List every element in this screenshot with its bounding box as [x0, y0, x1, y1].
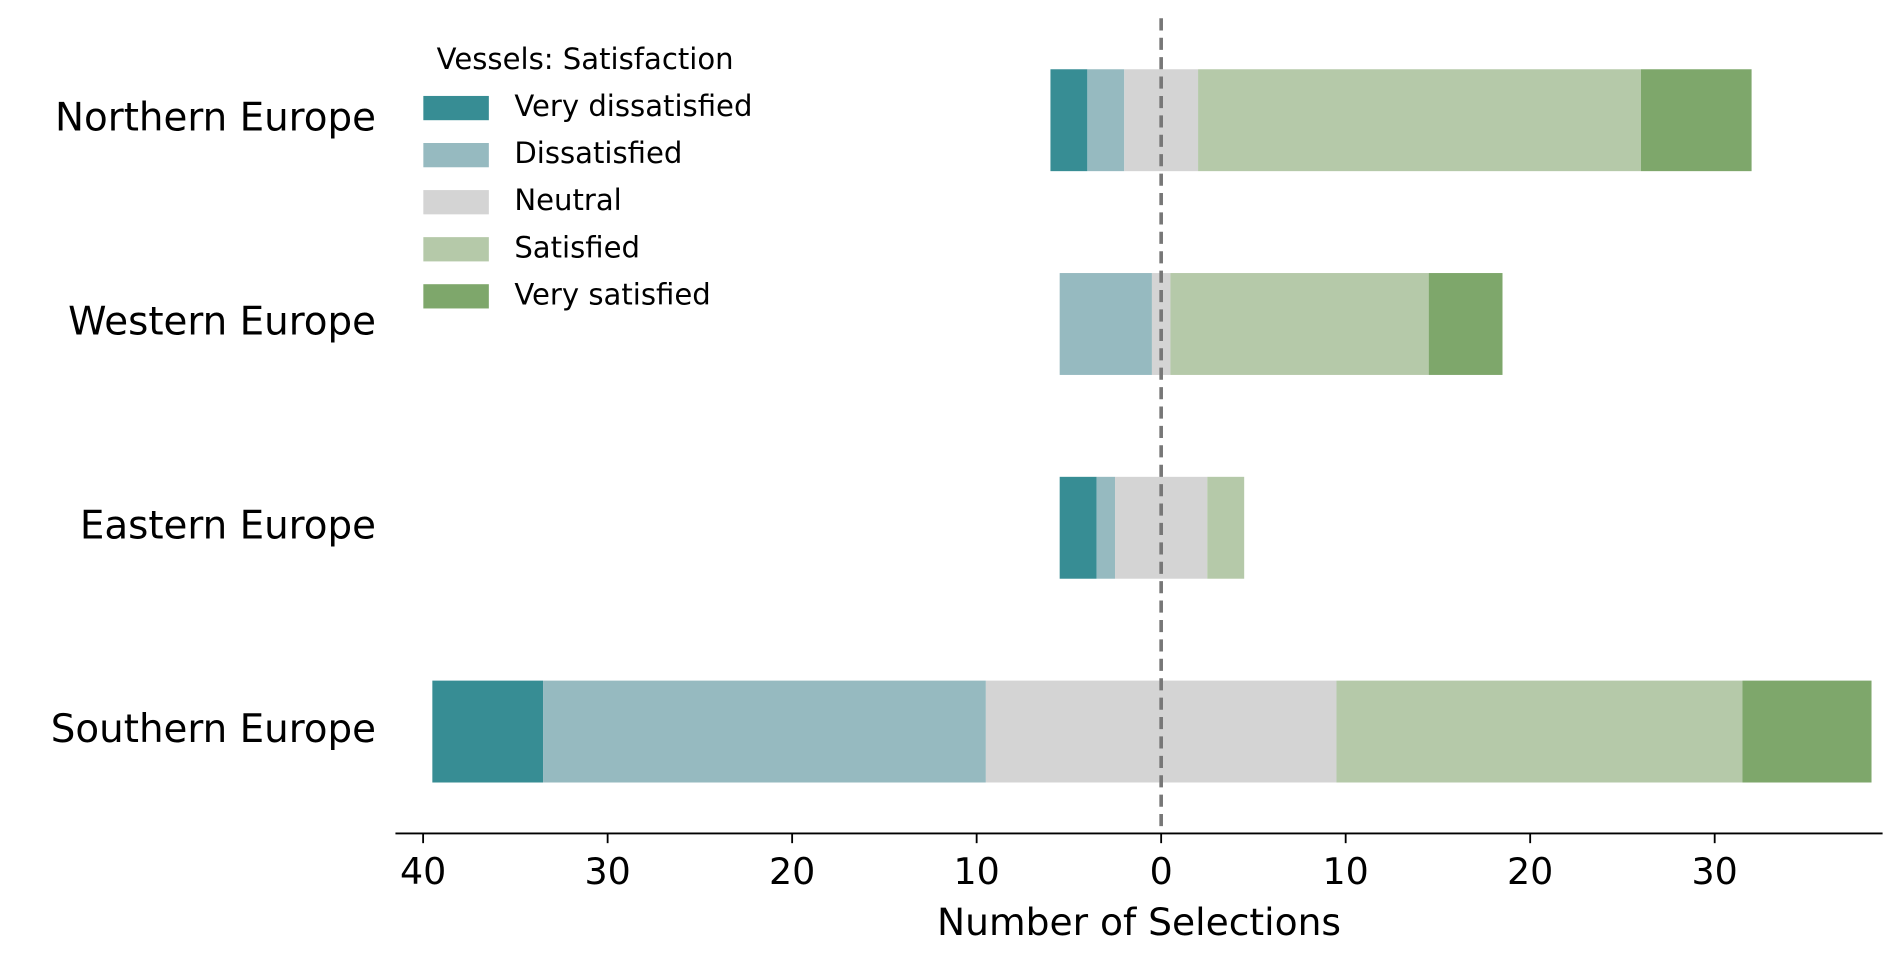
- x-tick-label: 10: [1323, 850, 1369, 893]
- x-tick-label: 30: [584, 850, 630, 893]
- bar-segment: [432, 680, 544, 783]
- legend-label: Neutral: [514, 183, 621, 217]
- legend-label: Dissatisfied: [514, 136, 682, 170]
- legend-title: Vessels: Satisfaction: [437, 42, 734, 76]
- bar-segment: [1640, 69, 1752, 172]
- category-label: Northern Europe: [55, 96, 376, 141]
- x-tick-label: 0: [1150, 850, 1173, 893]
- bar-segment: [1050, 69, 1088, 172]
- category-label: Southern Europe: [51, 707, 376, 752]
- bar-segment: [1336, 680, 1743, 783]
- legend-swatch: [423, 190, 489, 215]
- category-label: Western Europe: [68, 299, 376, 344]
- legend-swatch: [423, 143, 489, 168]
- legend-swatch: [423, 237, 489, 262]
- bar-segment: [1059, 273, 1152, 375]
- x-tick-label: 20: [769, 850, 815, 893]
- bar-segment: [1207, 476, 1245, 579]
- bar-segment: [1742, 680, 1872, 783]
- bar-segment: [1151, 273, 1171, 375]
- x-tick-label: 30: [1692, 850, 1738, 893]
- bar-segment: [543, 680, 986, 783]
- bar-segment: [1198, 69, 1641, 172]
- bar-segment: [1059, 476, 1097, 579]
- x-tick-label: 20: [1507, 850, 1553, 893]
- legend-label: Very satisfied: [514, 277, 710, 311]
- x-tick-label: 40: [400, 850, 446, 893]
- bar-segment: [1087, 69, 1125, 172]
- bar-segment: [1096, 476, 1116, 579]
- category-label: Eastern Europe: [80, 503, 376, 548]
- legend-label: Satisfied: [514, 230, 640, 264]
- legend-swatch: [423, 284, 489, 309]
- bar-segment: [1428, 273, 1503, 375]
- legend-swatch: [423, 95, 489, 121]
- legend-label: Very dissatisfied: [514, 89, 752, 123]
- x-tick-label: 10: [953, 850, 999, 893]
- x-axis-label: Number of Selections: [937, 900, 1341, 944]
- bar-segment: [1170, 273, 1429, 375]
